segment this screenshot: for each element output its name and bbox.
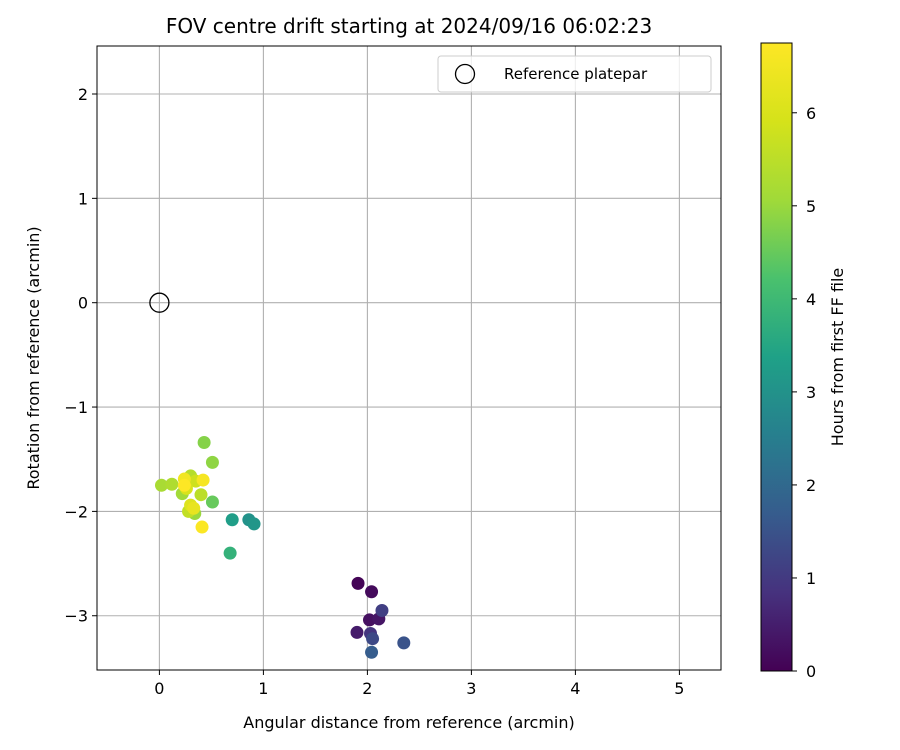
y-tick-label: −2 [64, 502, 88, 521]
data-point [195, 520, 209, 534]
legend-box [437, 55, 712, 93]
data-point [196, 473, 210, 487]
chart-title: FOV centre drift starting at 2024/09/16 … [166, 14, 652, 38]
colorbar-label: Hours from first FF file [828, 268, 847, 447]
y-tick-label: −3 [64, 607, 88, 626]
data-point [366, 632, 380, 646]
data-point [205, 455, 219, 469]
colorbar-ticks: 0 1 2 3 4 5 6 [792, 104, 816, 681]
x-tick-label: 1 [258, 679, 268, 698]
colorbar-frame [760, 42, 793, 672]
y-tick-label: 2 [78, 85, 88, 104]
data-points [154, 436, 411, 659]
data-point [247, 517, 261, 531]
colorbar-tick-label: 4 [806, 290, 816, 309]
data-point [397, 636, 411, 650]
x-axis-label: Angular distance from reference (arcmin) [243, 713, 574, 732]
data-point [225, 513, 239, 527]
colorbar-gradient [761, 43, 792, 671]
data-point [351, 576, 365, 590]
data-point [165, 477, 179, 491]
y-tick-label: −1 [64, 398, 88, 417]
colorbar-tick-label: 3 [806, 383, 816, 402]
data-point [223, 546, 237, 560]
x-tick-label: 2 [362, 679, 372, 698]
data-point [187, 501, 201, 515]
data-point [365, 645, 379, 659]
colorbar-tick-label: 1 [806, 569, 816, 588]
legend-marker-icon [454, 63, 476, 85]
data-point [205, 495, 219, 509]
colorbar-tick-label: 5 [806, 197, 816, 216]
x-tick-label: 3 [466, 679, 476, 698]
reference-platepar-marker [149, 292, 170, 313]
x-tick-label: 0 [154, 679, 164, 698]
legend: Reference platepar [437, 55, 712, 93]
colorbar-tick-label: 0 [806, 662, 816, 681]
colorbar: 0 1 2 3 4 5 6 Hours from first FF file [760, 42, 847, 681]
x-tick-label: 5 [674, 679, 684, 698]
colorbar-tick-label: 2 [806, 476, 816, 495]
data-point [177, 478, 191, 492]
data-point [375, 604, 389, 618]
colorbar-tick-label: 6 [806, 104, 816, 123]
legend-label: Reference platepar [504, 65, 648, 83]
data-point [154, 478, 168, 492]
y-axis-label: Rotation from reference (arcmin) [24, 226, 43, 489]
plot-frame [96, 45, 722, 671]
y-tick-label: 0 [78, 294, 88, 313]
y-tick-label: 1 [78, 189, 88, 208]
x-tick-label: 4 [570, 679, 580, 698]
data-point [197, 436, 211, 450]
data-point [350, 625, 364, 639]
data-point [365, 585, 379, 599]
x-axis-ticks: 0 1 2 3 4 5 [154, 670, 684, 698]
y-axis-ticks: 2 1 0 −1 −2 −3 [64, 85, 97, 626]
grid-lines [97, 46, 721, 670]
reference-marker-group [149, 292, 170, 313]
data-point [194, 488, 208, 502]
